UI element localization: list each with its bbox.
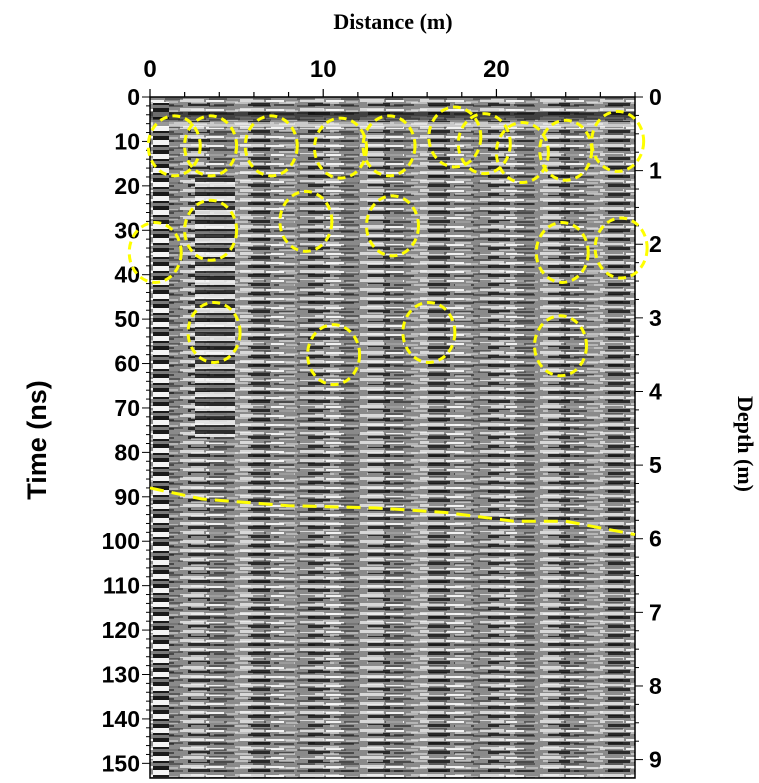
left-axis-tick-label: 80	[114, 439, 140, 465]
radargram-image	[150, 97, 635, 778]
hyperbola-marker-circle	[146, 114, 202, 178]
radargram-surface-band-light	[150, 122, 635, 127]
hyperbola-marker-circle	[127, 220, 183, 284]
left-axis-tick-label: 150	[102, 750, 140, 776]
hyperbola-marker-circle	[534, 220, 590, 284]
hyperbola-marker-circle	[183, 198, 239, 262]
left-axis-tick-label: 0	[127, 84, 140, 110]
hyperbola-marker-circle	[533, 314, 589, 378]
hyperbola-marker-circle	[183, 114, 239, 178]
left-axis-tick-label: 100	[102, 528, 140, 554]
right-axis-tick-label: 3	[649, 305, 662, 331]
left-axis-tick-label: 90	[114, 484, 140, 510]
hyperbola-marker-circle	[590, 109, 646, 173]
left-axis-tick-label: 130	[102, 661, 140, 687]
left-axis-title: Time (ns)	[22, 380, 52, 500]
right-axis-tick-label: 9	[649, 747, 662, 773]
hyperbola-marker-circle	[494, 121, 550, 185]
right-axis-ticks: 0 1 2 3 4 5 6 7 8 9	[635, 84, 662, 773]
left-axis-tick-label: 50	[114, 306, 140, 332]
top-axis-tick-label: 20	[483, 56, 510, 83]
hyperbola-marker-circle	[313, 116, 369, 180]
radargram-edge-stripes	[153, 102, 169, 778]
hyperbola-markers	[127, 105, 649, 387]
hyperbola-marker-circle	[361, 114, 417, 178]
right-axis-tick-label: 5	[649, 452, 662, 478]
hyperbola-marker-circle	[365, 194, 420, 258]
right-axis-tick-label: 4	[649, 378, 662, 404]
hyperbola-marker-circle	[401, 300, 457, 364]
top-axis-tick-label: 0	[143, 56, 156, 83]
left-axis-tick-label: 110	[103, 573, 140, 599]
hyperbola-marker-circle	[186, 300, 242, 364]
right-axis-tick-label: 2	[649, 231, 662, 257]
top-axis-title: Distance (m)	[333, 9, 452, 34]
right-axis-tick-label: 7	[649, 599, 662, 625]
left-axis-tick-label: 60	[114, 351, 140, 377]
right-axis-tick-label: 6	[649, 526, 662, 552]
left-axis-tick-label: 20	[114, 173, 140, 199]
hyperbola-marker-circle	[278, 189, 334, 253]
right-axis-tick-label: 1	[649, 158, 662, 184]
hyperbola-marker-circle	[306, 323, 362, 387]
left-axis-tick-label: 10	[114, 128, 140, 154]
left-axis-tick-label: 40	[114, 262, 140, 288]
top-axis-ticks: 0 10 20	[143, 56, 636, 97]
hyperbola-marker-circle	[243, 114, 299, 178]
hyperbola-marker-circle	[456, 112, 512, 176]
left-axis-tick-label: 140	[102, 706, 140, 732]
hyperbola-marker-circle	[427, 105, 483, 169]
top-axis-tick-label: 10	[310, 56, 337, 83]
right-axis-title: Depth (m)	[733, 396, 758, 492]
right-axis-tick-label: 0	[649, 84, 662, 110]
hyperbola-marker-circle	[593, 216, 649, 280]
left-axis-tick-label: 120	[102, 617, 140, 643]
right-axis-tick-label: 8	[649, 673, 662, 699]
interface-dashed-line	[149, 486, 636, 537]
left-axis-tick-label: 70	[114, 395, 140, 421]
